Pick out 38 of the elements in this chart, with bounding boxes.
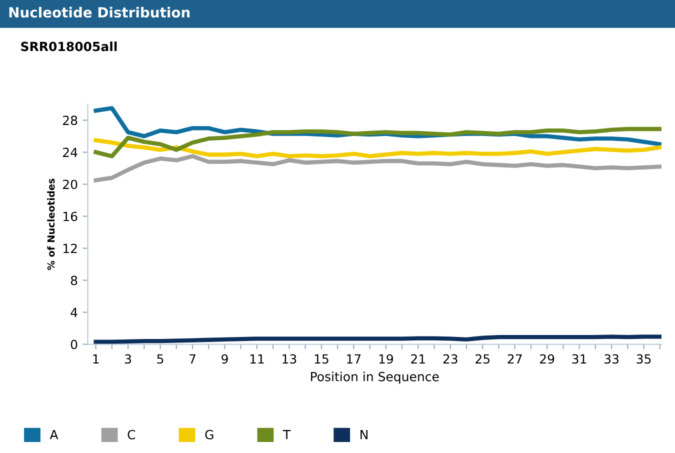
x-tick-label: 35 <box>636 354 651 364</box>
chart-title: Nucleotide Distribution <box>9 6 190 18</box>
x-tick-label: 9 <box>222 354 228 364</box>
y-tick-label: 0 <box>70 340 78 350</box>
x-tick-label: 23 <box>443 354 458 364</box>
legend-label: C <box>128 430 136 440</box>
legend-label: N <box>360 430 368 440</box>
legend-label: T <box>282 430 291 440</box>
y-tick-label: 8 <box>70 276 78 286</box>
line-series <box>94 154 662 182</box>
y-tick-label: 12 <box>63 244 77 253</box>
x-tick-label: 11 <box>250 354 264 364</box>
legend-label: G <box>205 430 214 440</box>
y-axis-title: % of Nucleotides <box>47 178 55 270</box>
legend-label: A <box>50 430 58 440</box>
x-tick-label: 21 <box>411 354 425 364</box>
chart-subtitle: SRR018005all <box>21 42 117 52</box>
y-tick-label: 24 <box>63 148 78 157</box>
x-tick-label: 5 <box>157 354 164 364</box>
x-tick-label: 17 <box>347 354 361 364</box>
x-tick-label: 27 <box>508 354 522 364</box>
y-tick-label: 4 <box>70 308 78 318</box>
x-tick-label: 13 <box>282 354 296 364</box>
x-tick-label: 19 <box>379 354 393 364</box>
x-tick-label: 1 <box>93 354 99 364</box>
x-tick-label: 25 <box>476 354 490 364</box>
x-tick-label: 3 <box>125 354 132 364</box>
line-series <box>94 126 662 158</box>
x-axis-title: Position in Sequence <box>311 372 439 384</box>
x-tick-label: 33 <box>604 354 618 364</box>
x-tick-label: 31 <box>572 354 586 364</box>
x-tick-label: 7 <box>190 354 196 364</box>
y-tick-label: 28 <box>63 116 78 126</box>
x-tick-label: 15 <box>314 354 328 364</box>
y-tick-label: 16 <box>63 212 78 222</box>
x-tick-label: 29 <box>540 354 554 364</box>
y-tick-label: 20 <box>63 180 78 190</box>
line-series <box>94 138 662 158</box>
